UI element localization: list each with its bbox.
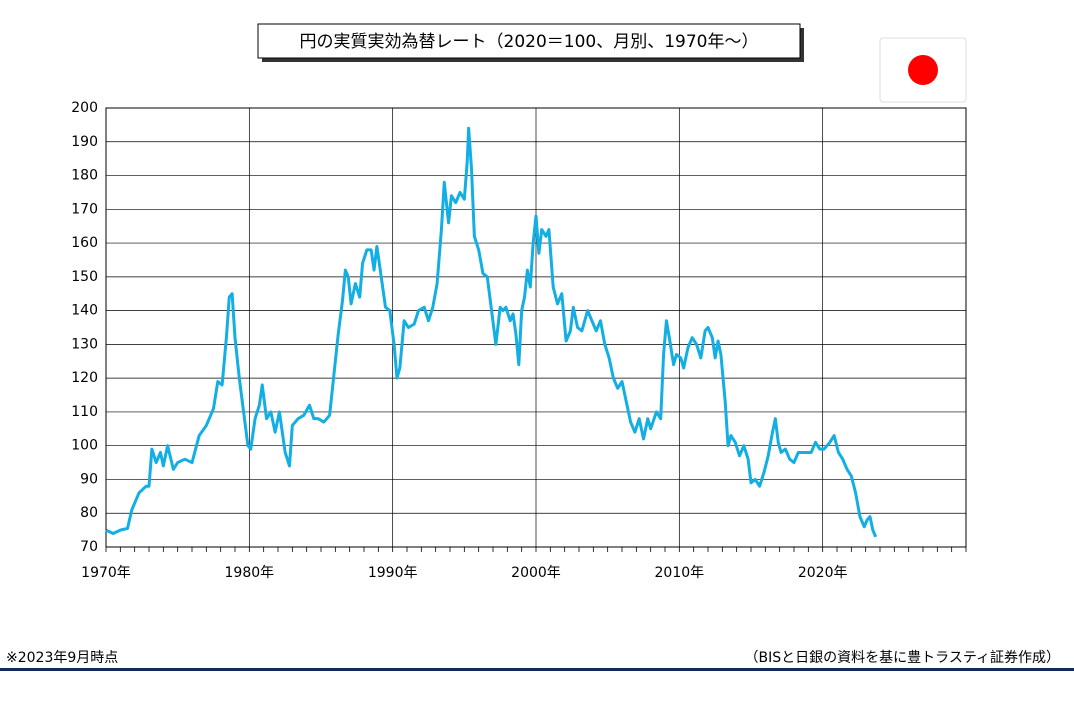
x-tick-label: 2010年 <box>655 565 705 581</box>
y-tick-label: 100 <box>71 438 98 454</box>
chart-title: 円の実質実効為替レート（2020＝100、月別、1970年～） <box>300 32 759 52</box>
source: （BISと日銀の資料を基に豊トラスティ証券作成） <box>745 649 1061 666</box>
y-tick-label: 170 <box>71 201 98 217</box>
y-tick-label: 150 <box>71 269 98 285</box>
y-tick-label: 140 <box>71 303 98 319</box>
title-box <box>257 23 801 59</box>
x-tick-label: 2020年 <box>798 565 848 581</box>
note: ※2023年9月時点 <box>6 650 118 666</box>
data-line <box>105 126 878 538</box>
y-tick-label: 120 <box>71 370 98 386</box>
flag-circle <box>908 55 938 85</box>
y-tick-label: 180 <box>71 168 98 184</box>
x-tick-label: 1980年 <box>225 565 275 581</box>
y-tick-label: 80 <box>80 505 98 521</box>
y-tick-label: 190 <box>71 134 98 150</box>
y-tick-label: 90 <box>80 471 98 487</box>
y-tick-label: 200 <box>71 100 98 116</box>
y-tick-label: 160 <box>71 235 98 251</box>
x-tick-label: 1970年 <box>81 565 131 581</box>
y-tick-label: 70 <box>80 539 98 555</box>
y-tick-label: 130 <box>71 336 98 352</box>
plot-frame <box>105 107 967 548</box>
y-tick-label: 110 <box>71 404 98 420</box>
x-tick-label: 2000年 <box>511 565 561 581</box>
footer-rule <box>0 668 1074 671</box>
x-tick-label: 1990年 <box>368 565 418 581</box>
